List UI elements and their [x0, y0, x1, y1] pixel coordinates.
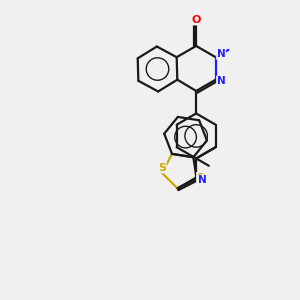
Text: S: S	[197, 172, 205, 183]
Text: N: N	[198, 175, 207, 185]
Text: O: O	[191, 15, 201, 25]
Text: N: N	[217, 49, 225, 59]
Text: S: S	[158, 163, 166, 173]
Text: N: N	[217, 76, 225, 86]
